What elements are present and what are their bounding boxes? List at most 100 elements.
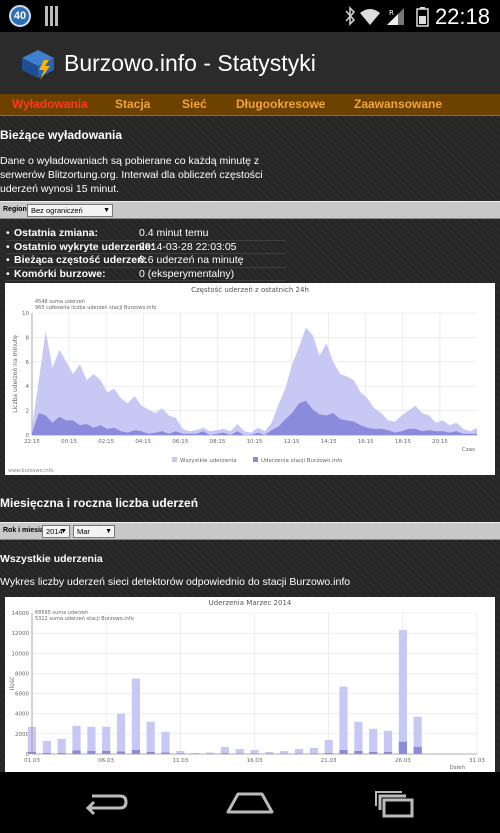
x-tick-label: 06:15 bbox=[172, 439, 188, 445]
bar-all-strikes bbox=[87, 726, 96, 754]
bar-all-strikes bbox=[57, 738, 66, 754]
x-tick-label: 16.03 bbox=[247, 758, 263, 764]
stat-row: • Komórki burzowe: 0 (eksperymentalny) bbox=[6, 267, 286, 281]
chart-annotation: 4548 suma uderzeń bbox=[35, 298, 85, 305]
year-month-label: Rok i miesiąc: bbox=[3, 527, 51, 534]
chart-annotation: 68565 suma uderzeń bbox=[35, 609, 88, 616]
x-tick-label: 08:15 bbox=[209, 439, 225, 445]
x-tick-label: 16:15 bbox=[358, 439, 374, 445]
bar-station-strikes bbox=[220, 753, 229, 754]
bar-all-strikes bbox=[413, 716, 422, 754]
region-label: Region: bbox=[3, 206, 30, 213]
nav-item-zaawansowane[interactable]: Zaawansowane bbox=[354, 97, 443, 111]
bar-station-strikes bbox=[146, 752, 155, 754]
bullet-icon: • bbox=[6, 240, 10, 253]
x-tick-label: 31.03 bbox=[469, 758, 485, 764]
all-strikes-heading: Wszystkie uderzenia bbox=[0, 553, 103, 565]
recent-apps-button[interactable] bbox=[370, 786, 422, 820]
signal-icon: R bbox=[387, 8, 404, 25]
x-axis-label: Czas bbox=[462, 447, 475, 453]
bar-station-strikes bbox=[72, 750, 81, 754]
home-button[interactable] bbox=[224, 786, 276, 820]
bar-all-strikes bbox=[116, 713, 126, 754]
back-button[interactable] bbox=[80, 786, 132, 820]
bar-station-strikes bbox=[354, 751, 363, 754]
y-tick-label: 4000 bbox=[15, 712, 29, 718]
stat-label: Ostatnio wykryte uderzenie: bbox=[14, 240, 155, 253]
bar-station-strikes bbox=[131, 750, 140, 754]
year-select[interactable]: 2014 ▼ bbox=[42, 525, 70, 538]
system-nav-bar bbox=[0, 772, 500, 833]
x-tick-label: 01.03 bbox=[24, 758, 40, 764]
battery-icon bbox=[416, 7, 429, 27]
region-select-value: Bez ograniczeń bbox=[31, 206, 83, 215]
bar-station-strikes bbox=[42, 753, 51, 754]
stat-value: 0 (eksperymentalny) bbox=[139, 267, 235, 280]
current-heading: Bieżące wyładowania bbox=[0, 128, 123, 142]
y-axis-label: Ilość bbox=[9, 677, 16, 691]
bar-all-strikes bbox=[146, 721, 155, 754]
region-select[interactable]: Bez ograniczeń ▼ bbox=[27, 204, 113, 217]
region-filter-bar: Region: Bez ograniczeń ▼ bbox=[0, 201, 500, 219]
month-filter-bar: Rok i miesiąc: 2014 ▼ Mar ▼ bbox=[0, 522, 500, 540]
x-tick-label: 21.03 bbox=[321, 758, 337, 764]
chart-title: Uderzenia Marzec 2014 bbox=[209, 599, 292, 607]
stat-label: Komórki burzowe: bbox=[14, 267, 106, 280]
month-select[interactable]: Mar ▼ bbox=[73, 525, 115, 538]
bar-station-strikes bbox=[369, 752, 378, 754]
stats-list: • Ostatnia zmiana: 0.4 minut temu • Osta… bbox=[6, 227, 286, 281]
y-tick-label: 14000 bbox=[12, 611, 30, 617]
y-axis-label: Liczba uderzeń na minutę bbox=[12, 335, 19, 413]
nav-item-dlugookresowe[interactable]: Długookresowe bbox=[236, 97, 326, 111]
bar-all-strikes bbox=[369, 728, 378, 754]
status-bar: 40 R 22:18 bbox=[0, 0, 500, 32]
nav-item-siec[interactable]: Sieć bbox=[182, 97, 207, 111]
x-tick-label: 00:15 bbox=[61, 439, 77, 445]
stat-row: • Bieżąca częstość uderzeń: 0.6 uderzeń … bbox=[6, 254, 286, 268]
bar-station-strikes bbox=[413, 746, 422, 754]
chart-annotation: 5312 suma uderzeń stacji Burzowo.info bbox=[35, 615, 134, 622]
bar-all-strikes bbox=[161, 731, 170, 754]
x-tick-label: 02:15 bbox=[98, 439, 114, 445]
legend-swatch bbox=[172, 457, 177, 462]
content-area[interactable]: Bieżące wyładowania Dane o wyładowaniach… bbox=[0, 116, 500, 772]
nav-item-wyladowania[interactable]: Wyładowania bbox=[12, 97, 88, 111]
bar-station-strikes bbox=[324, 753, 333, 754]
bar-station-strikes bbox=[339, 750, 348, 754]
x-axis-label: Dzień bbox=[449, 764, 465, 771]
legend-entry: Wszystkie uderzenia bbox=[180, 458, 237, 464]
y-tick-label: 0 bbox=[26, 752, 30, 758]
x-tick-label: 12:15 bbox=[284, 439, 300, 445]
description-line: uderzeń wynosi 15 minut. bbox=[0, 183, 120, 195]
nav-item-stacja[interactable]: Stacja bbox=[115, 97, 151, 111]
bar-all-strikes bbox=[309, 748, 318, 754]
bar-all-strikes bbox=[250, 750, 259, 754]
wifi-icon bbox=[360, 9, 380, 25]
clock: 22:18 bbox=[434, 4, 490, 29]
dropdown-arrow-icon: ▼ bbox=[60, 528, 67, 535]
stat-value: 2014-03-28 22:03:05 bbox=[139, 240, 237, 253]
y-tick-label: 6000 bbox=[15, 692, 29, 698]
bar-station-strikes bbox=[116, 751, 126, 754]
legend-swatch bbox=[253, 457, 258, 462]
bar-all-strikes bbox=[280, 751, 289, 754]
y-tick-label: 8 bbox=[26, 335, 30, 341]
bar-station-strikes bbox=[57, 753, 66, 754]
bar-all-strikes bbox=[354, 721, 363, 754]
app-logo-icon[interactable] bbox=[18, 46, 58, 82]
year-select-value: 2014 bbox=[46, 527, 63, 536]
x-tick-label: 20:15 bbox=[432, 439, 448, 445]
bar-station-strikes bbox=[102, 751, 111, 754]
bar-station-strikes bbox=[161, 752, 170, 754]
x-tick-label: 04:15 bbox=[135, 439, 151, 445]
chart-monthly: Uderzenia Marzec 2014 68565 suma uderzeń5… bbox=[9, 599, 485, 771]
x-tick-label: 26.03 bbox=[395, 758, 411, 764]
bar-all-strikes bbox=[205, 752, 215, 754]
x-tick-label: 10:15 bbox=[247, 439, 263, 445]
chart-monthly-panel: Uderzenia Marzec 2014 68565 suma uderzeń 5… bbox=[5, 597, 495, 772]
legend-entry: Uderzenia stacji Burzowo.info bbox=[261, 458, 343, 464]
bar-station-strikes bbox=[87, 751, 96, 754]
svg-text:R: R bbox=[389, 9, 394, 17]
notification-bars-icon bbox=[45, 6, 61, 26]
